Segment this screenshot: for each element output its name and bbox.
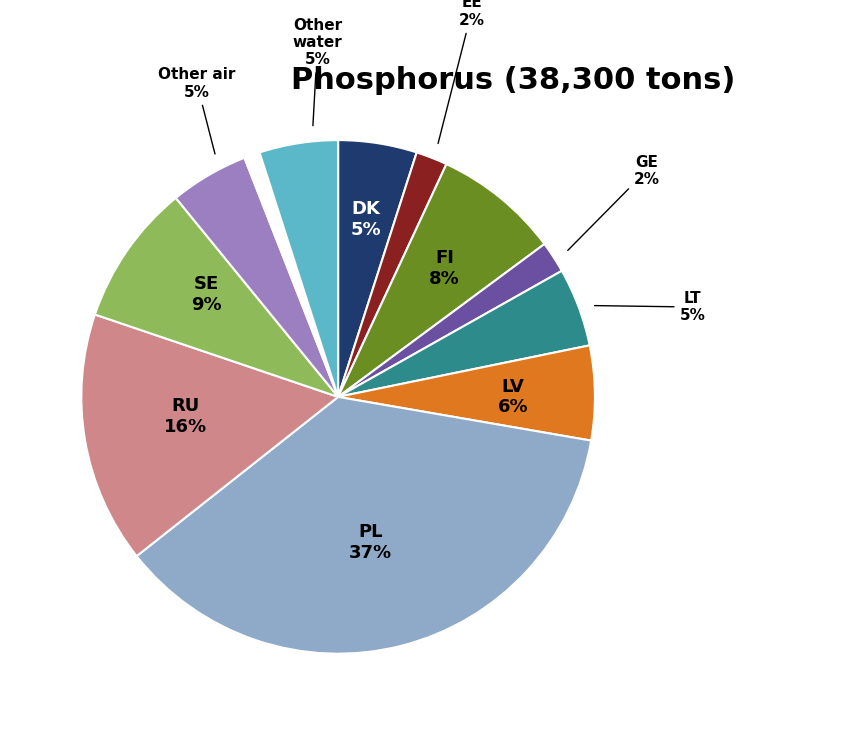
Wedge shape — [137, 397, 591, 653]
Text: RU
16%: RU 16% — [163, 397, 207, 436]
Wedge shape — [338, 345, 595, 440]
Text: Other air
5%: Other air 5% — [158, 68, 235, 154]
Wedge shape — [245, 152, 338, 397]
Text: EE
2%: EE 2% — [438, 0, 484, 143]
Wedge shape — [175, 158, 338, 397]
Text: GE
2%: GE 2% — [568, 154, 659, 251]
Text: Other
water
5%: Other water 5% — [293, 18, 342, 126]
Text: LT
5%: LT 5% — [595, 291, 705, 323]
Text: Phosphorus (38,300 tons): Phosphorus (38,300 tons) — [291, 66, 736, 95]
Wedge shape — [95, 198, 338, 397]
Text: PL
37%: PL 37% — [349, 523, 392, 562]
Wedge shape — [338, 152, 447, 397]
Wedge shape — [338, 140, 417, 397]
Wedge shape — [338, 244, 562, 397]
Wedge shape — [338, 164, 544, 397]
Wedge shape — [338, 270, 590, 397]
Text: FI
8%: FI 8% — [429, 249, 460, 287]
Text: DK
5%: DK 5% — [351, 200, 382, 239]
Wedge shape — [81, 315, 338, 556]
Text: LV
6%: LV 6% — [497, 378, 528, 416]
Text: SE
9%: SE 9% — [191, 275, 222, 314]
Wedge shape — [259, 140, 338, 397]
